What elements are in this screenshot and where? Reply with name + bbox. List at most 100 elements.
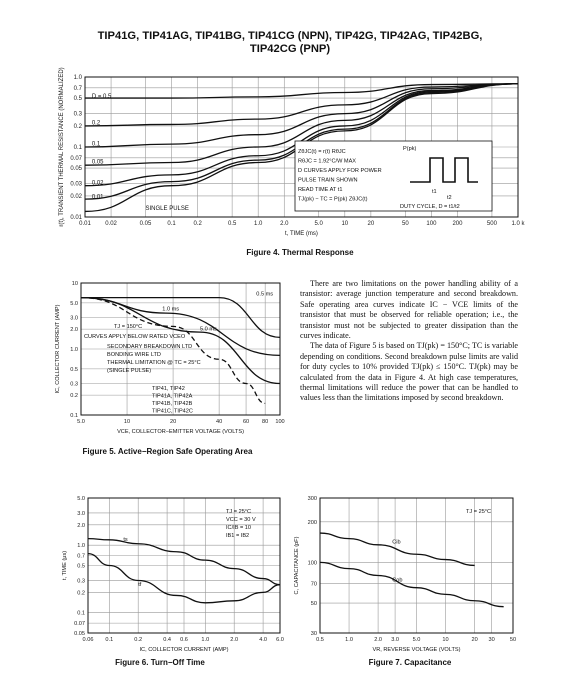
y-tick-label: 1.0	[70, 347, 78, 353]
y-tick-label: 30	[311, 631, 317, 637]
x-tick-label: 20	[368, 221, 375, 227]
t2-label: t2	[447, 195, 452, 201]
x-axis-label: t, TIME (ms)	[285, 231, 318, 237]
x-tick-label: 20	[471, 637, 477, 643]
plot-frame	[319, 497, 514, 634]
x-tick-label: 1.0	[345, 637, 353, 643]
y-axis-label: t, TIME (μs)	[62, 551, 68, 580]
x-tick-label: 0.1	[167, 221, 176, 227]
t1-label: t1	[432, 189, 437, 195]
x-tick-label: 10	[442, 637, 448, 643]
series-line-d-0-5	[85, 83, 519, 99]
series-label: 0.5 ms	[256, 291, 273, 297]
x-tick-label: 100	[275, 419, 284, 425]
annotation-curves: CURVES APPLY BELOW RATED VCEO	[84, 334, 186, 340]
series-line-0-2	[84, 83, 519, 127]
series-label: 5.0 ms	[200, 327, 217, 333]
y-tick-label: 0.5	[70, 367, 78, 373]
x-tick-label: 0.06	[83, 637, 94, 643]
series-label: Cob	[392, 578, 402, 584]
y-tick-label: 2.0	[77, 523, 85, 529]
y-axis-label: IC, COLLECTOR CURRENT (AMP)	[55, 304, 61, 393]
x-tick-label: 1.0	[254, 221, 263, 227]
x-tick-label: 200	[452, 221, 463, 227]
series-line-cib	[319, 532, 475, 567]
x-tick-label: 60	[243, 419, 249, 425]
annotation-text: IC/IB = 10	[226, 525, 251, 531]
figure-6-turn-off-time: 0.06 0.1 0.2 0.4 0.6 1.0 2.0 4.0 6.0 0.05 0.07 0.1 0…	[62, 496, 284, 653]
annotation-text: ZθJC(t) = r(t) RθJC	[298, 149, 346, 155]
series-line-0-1	[84, 83, 519, 148]
legend-secondary-breakdown: SECONDARY BREAKDOWN LTD	[107, 344, 192, 350]
y-tick-label: 0.05	[74, 631, 85, 637]
annotation-tj: TJ = 150°C	[114, 324, 142, 330]
y-tick-label: 0.07	[70, 156, 82, 162]
y-tick-label: 300	[308, 496, 317, 502]
annotation-tj: TJ = 25°C	[466, 509, 491, 515]
y-tick-label: 200	[308, 520, 317, 526]
x-tick-label: 0.6	[180, 637, 188, 643]
series-label: 0.02	[92, 181, 104, 187]
y-axis-label: r(t), TRANSIENT THERMAL RESISTANCE (NORM…	[59, 67, 65, 226]
x-axis-label: VR, REVERSE VOLTAGE (VOLTS)	[373, 647, 461, 653]
y-tick-label: 3.0	[77, 511, 85, 517]
y-tick-label: 0.3	[74, 112, 83, 118]
y-tick-label: 1.0	[74, 75, 83, 81]
annotation-text: D CURVES APPLY FOR POWER	[298, 168, 382, 174]
y-tick-label: 10	[72, 281, 78, 287]
x-tick-label: 0.5	[316, 637, 324, 643]
y-tick-label: 0.1	[74, 145, 83, 151]
x-tick-label: 0.2	[134, 637, 142, 643]
annotation-text: READ TIME AT t1	[298, 187, 342, 193]
plot-frame	[80, 282, 281, 416]
x-tick-label: 4.0	[259, 637, 267, 643]
y-tick-label: 1.0	[77, 543, 85, 549]
body-paragraph-1: There are two limitations on the power h…	[300, 279, 518, 341]
device-label: TIP41B, TIP42B	[152, 401, 193, 407]
annotation-text: TJ = 25°C	[226, 509, 251, 515]
series-label: 1.0 ms	[162, 307, 179, 313]
x-tick-label: 0.1	[105, 637, 113, 643]
x-tick-label: 5.0	[315, 221, 324, 227]
body-text: There are two limitations on the power h…	[300, 279, 518, 404]
series-label: 0.05	[92, 160, 104, 166]
x-tick-label: 0.2	[193, 221, 202, 227]
annotation-box	[294, 140, 493, 212]
series-label: SINGLE PULSE	[146, 206, 189, 212]
y-tick-label: 0.07	[74, 621, 85, 627]
x-tick-label: 40	[216, 419, 222, 425]
series-line-dc-tc-25-c	[80, 296, 266, 405]
title-line-1: TIP41G, TIP41AG, TIP41BG, TIP41CG (NPN),…	[97, 30, 483, 42]
annotation-text: IB1 = IB2	[226, 533, 249, 539]
x-tick-label: 2.0	[230, 637, 238, 643]
y-tick-label: 0.5	[77, 564, 85, 570]
figure-7-caption: Figure 7. Capacitance	[368, 658, 452, 667]
page-title: TIP41G, TIP41AG, TIP41BG, TIP41CG (NPN),…	[0, 30, 580, 56]
series-line-5-0-ms	[80, 296, 281, 385]
y-tick-label: 0.3	[70, 382, 78, 388]
x-tick-label: 10	[341, 221, 348, 227]
annotation-text: VCC = 30 V	[226, 517, 256, 523]
series-line-ts	[87, 537, 281, 586]
series-label: 0.1	[92, 142, 101, 148]
y-tick-label: 5.0	[70, 301, 78, 307]
x-tick-label: 1.0 k	[511, 221, 525, 227]
y-tick-label: 0.7	[77, 554, 85, 560]
legend-bonding-wire: BONDING WIRE LTD	[107, 352, 161, 358]
x-tick-label: 0.02	[105, 221, 117, 227]
x-tick-label: 0.05	[140, 221, 152, 227]
y-tick-label: 0.2	[70, 393, 78, 399]
x-tick-label: 0.01	[79, 221, 91, 227]
legend-single-pulse: (SINGLE PULSE)	[107, 368, 151, 374]
y-tick-label: 0.03	[70, 182, 82, 188]
y-tick-label: 0.2	[77, 590, 85, 596]
y-tick-label: 0.01	[70, 215, 82, 221]
title-line-2: TIP42CG (PNP)	[249, 43, 331, 55]
x-tick-label: 0.4	[163, 637, 171, 643]
y-tick-label: 0.02	[70, 194, 82, 200]
figure-6-caption: Figure 6. Turn−Off Time	[115, 658, 205, 667]
x-tick-label: 100	[426, 221, 437, 227]
y-tick-label: 70	[311, 581, 317, 587]
y-tick-label: 0.7	[74, 86, 83, 92]
